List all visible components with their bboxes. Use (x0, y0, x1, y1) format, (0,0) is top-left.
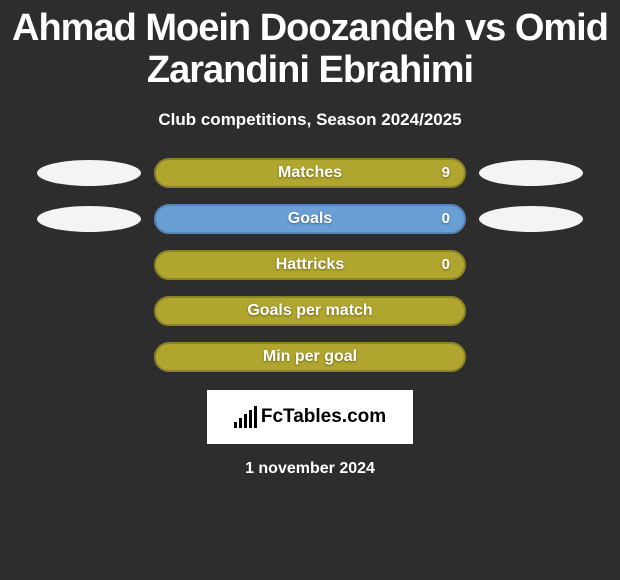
stat-label: Goals (288, 210, 332, 228)
left-ellipse (37, 160, 141, 186)
stat-value: 0 (442, 256, 450, 273)
stat-row: Goals per match (0, 296, 620, 326)
left-side (24, 206, 154, 232)
stat-row: Hattricks 0 (0, 250, 620, 280)
bar-chart-icon (234, 406, 257, 428)
stat-value: 9 (442, 164, 450, 181)
brand-text: FcTables.com (261, 406, 386, 428)
footer-date: 1 november 2024 (0, 460, 620, 478)
stat-pill: Min per goal (154, 342, 466, 372)
brand-box: FcTables.com (207, 390, 413, 444)
stat-pill: Goals per match (154, 296, 466, 326)
page-title: Ahmad Moein Doozandeh vs Omid Zarandini … (0, 0, 620, 92)
stat-pill: Hattricks 0 (154, 250, 466, 280)
right-ellipse (479, 206, 583, 232)
stat-label: Min per goal (263, 348, 357, 366)
right-side (466, 160, 596, 186)
stat-row: Matches 9 (0, 158, 620, 188)
stats-container: Matches 9 Goals 0 Hattricks 0 Goals per match M… (0, 158, 620, 372)
right-side (466, 206, 596, 232)
stat-pill: Matches 9 (154, 158, 466, 188)
left-ellipse (37, 206, 141, 232)
stat-value: 0 (442, 210, 450, 227)
left-side (24, 160, 154, 186)
stat-label: Goals per match (247, 302, 372, 320)
stat-pill: Goals 0 (154, 204, 466, 234)
right-ellipse (479, 160, 583, 186)
subtitle: Club competitions, Season 2024/2025 (0, 110, 620, 130)
stat-row: Goals 0 (0, 204, 620, 234)
stat-label: Matches (278, 164, 342, 182)
stat-label: Hattricks (276, 256, 344, 274)
stat-row: Min per goal (0, 342, 620, 372)
